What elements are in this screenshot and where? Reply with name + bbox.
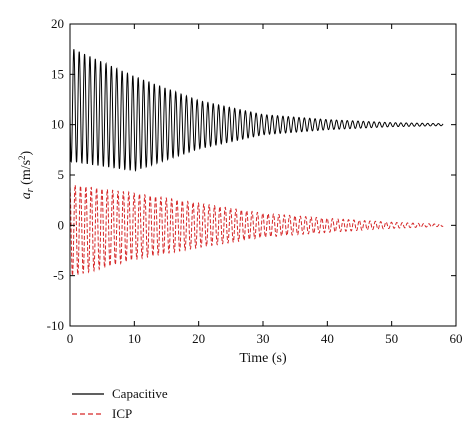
y-tick-label: 10 [51, 117, 64, 132]
legend-item-capacitive: Capacitive [72, 386, 168, 401]
y-axis-units-close: ) [19, 150, 34, 155]
legend: Capacitive ICP [72, 386, 168, 421]
series-layer [70, 49, 444, 277]
y-tick-label: -10 [47, 318, 64, 333]
x-tick-label: 50 [385, 331, 398, 346]
y-axis-symbol: a [19, 192, 34, 199]
y-tick-label: 0 [58, 217, 65, 232]
y-axis-title: ar (m/s2) [17, 150, 36, 199]
y-tick-label: 5 [58, 167, 65, 182]
legend-label-icp: ICP [112, 406, 132, 421]
legend-item-icp: ICP [72, 406, 132, 421]
x-tick-label: 0 [67, 331, 74, 346]
y-axis-units-superscript: 2 [17, 155, 27, 160]
series-line-capacitive [70, 49, 444, 172]
legend-label-capacitive: Capacitive [112, 386, 168, 401]
y-axis-units: (m/s [19, 160, 34, 188]
x-axis: 0 10 20 30 40 50 60 [67, 24, 463, 346]
y-tick-label: 20 [51, 16, 64, 31]
x-tick-label: 10 [128, 331, 141, 346]
x-tick-label: 40 [321, 331, 334, 346]
x-axis-title: Time (s) [239, 351, 287, 366]
y-tick-label: 15 [51, 66, 64, 81]
x-tick-label: 60 [450, 331, 463, 346]
series-line-icp [70, 184, 444, 277]
plot-area [69, 23, 457, 327]
y-axis-subscript: r [25, 188, 36, 192]
y-axis: -10 -5 0 5 10 15 20 [47, 16, 456, 333]
y-tick-label: -5 [53, 268, 64, 283]
x-tick-label: 30 [257, 331, 270, 346]
x-tick-label: 20 [192, 331, 205, 346]
